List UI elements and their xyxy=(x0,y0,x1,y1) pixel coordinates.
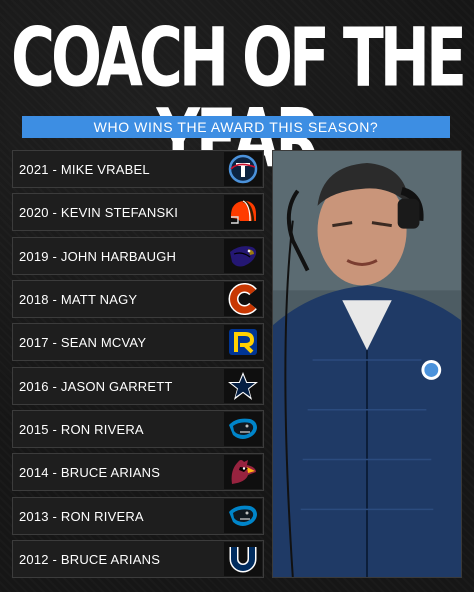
ravens-logo-icon xyxy=(224,239,262,273)
list-item: 2016 - JASON GARRETT xyxy=(12,367,264,405)
colts-horseshoe-icon xyxy=(224,542,262,576)
list-item: 2017 - SEAN MCVAY xyxy=(12,323,264,361)
rams-logo-icon xyxy=(224,325,262,359)
list-item: 2012 - BRUCE ARIANS xyxy=(12,540,264,578)
panthers-logo-icon xyxy=(224,412,262,446)
subtitle-text: WHO WINS THE AWARD THIS SEASON? xyxy=(93,119,379,135)
list-item: 2018 - MATT NAGY xyxy=(12,280,264,318)
winner-label: 2018 - MATT NAGY xyxy=(19,291,138,307)
list-item: 2019 - JOHN HARBAUGH xyxy=(12,237,264,275)
list-item: 2014 - BRUCE ARIANS xyxy=(12,453,264,491)
page-title: COACH OF THE YEAR xyxy=(10,11,467,187)
winner-label: 2021 - MIKE VRABEL xyxy=(19,161,150,177)
list-item: 2020 - KEVIN STEFANSKI xyxy=(12,193,264,231)
winner-label: 2016 - JASON GARRETT xyxy=(19,378,173,394)
winner-label: 2020 - KEVIN STEFANSKI xyxy=(19,204,179,220)
winner-label: 2013 - RON RIVERA xyxy=(19,508,144,524)
winner-label: 2014 - BRUCE ARIANS xyxy=(19,464,161,480)
list-item: 2013 - RON RIVERA xyxy=(12,497,264,535)
cardinals-logo-icon xyxy=(224,455,262,489)
subtitle-banner: WHO WINS THE AWARD THIS SEASON? xyxy=(22,116,450,138)
cowboys-star-icon xyxy=(224,369,262,403)
list-item: 2015 - RON RIVERA xyxy=(12,410,264,448)
coach-photo xyxy=(272,150,462,578)
winner-label: 2019 - JOHN HARBAUGH xyxy=(19,248,177,264)
browns-helmet-icon xyxy=(224,195,262,229)
list-item: 2021 - MIKE VRABEL xyxy=(12,150,264,188)
winner-label: 2015 - RON RIVERA xyxy=(19,421,144,437)
winner-label: 2012 - BRUCE ARIANS xyxy=(19,551,161,567)
panthers-logo-icon xyxy=(224,499,262,533)
bears-logo-icon xyxy=(224,282,262,316)
titans-logo-icon xyxy=(224,152,262,186)
winner-label: 2017 - SEAN MCVAY xyxy=(19,334,147,350)
